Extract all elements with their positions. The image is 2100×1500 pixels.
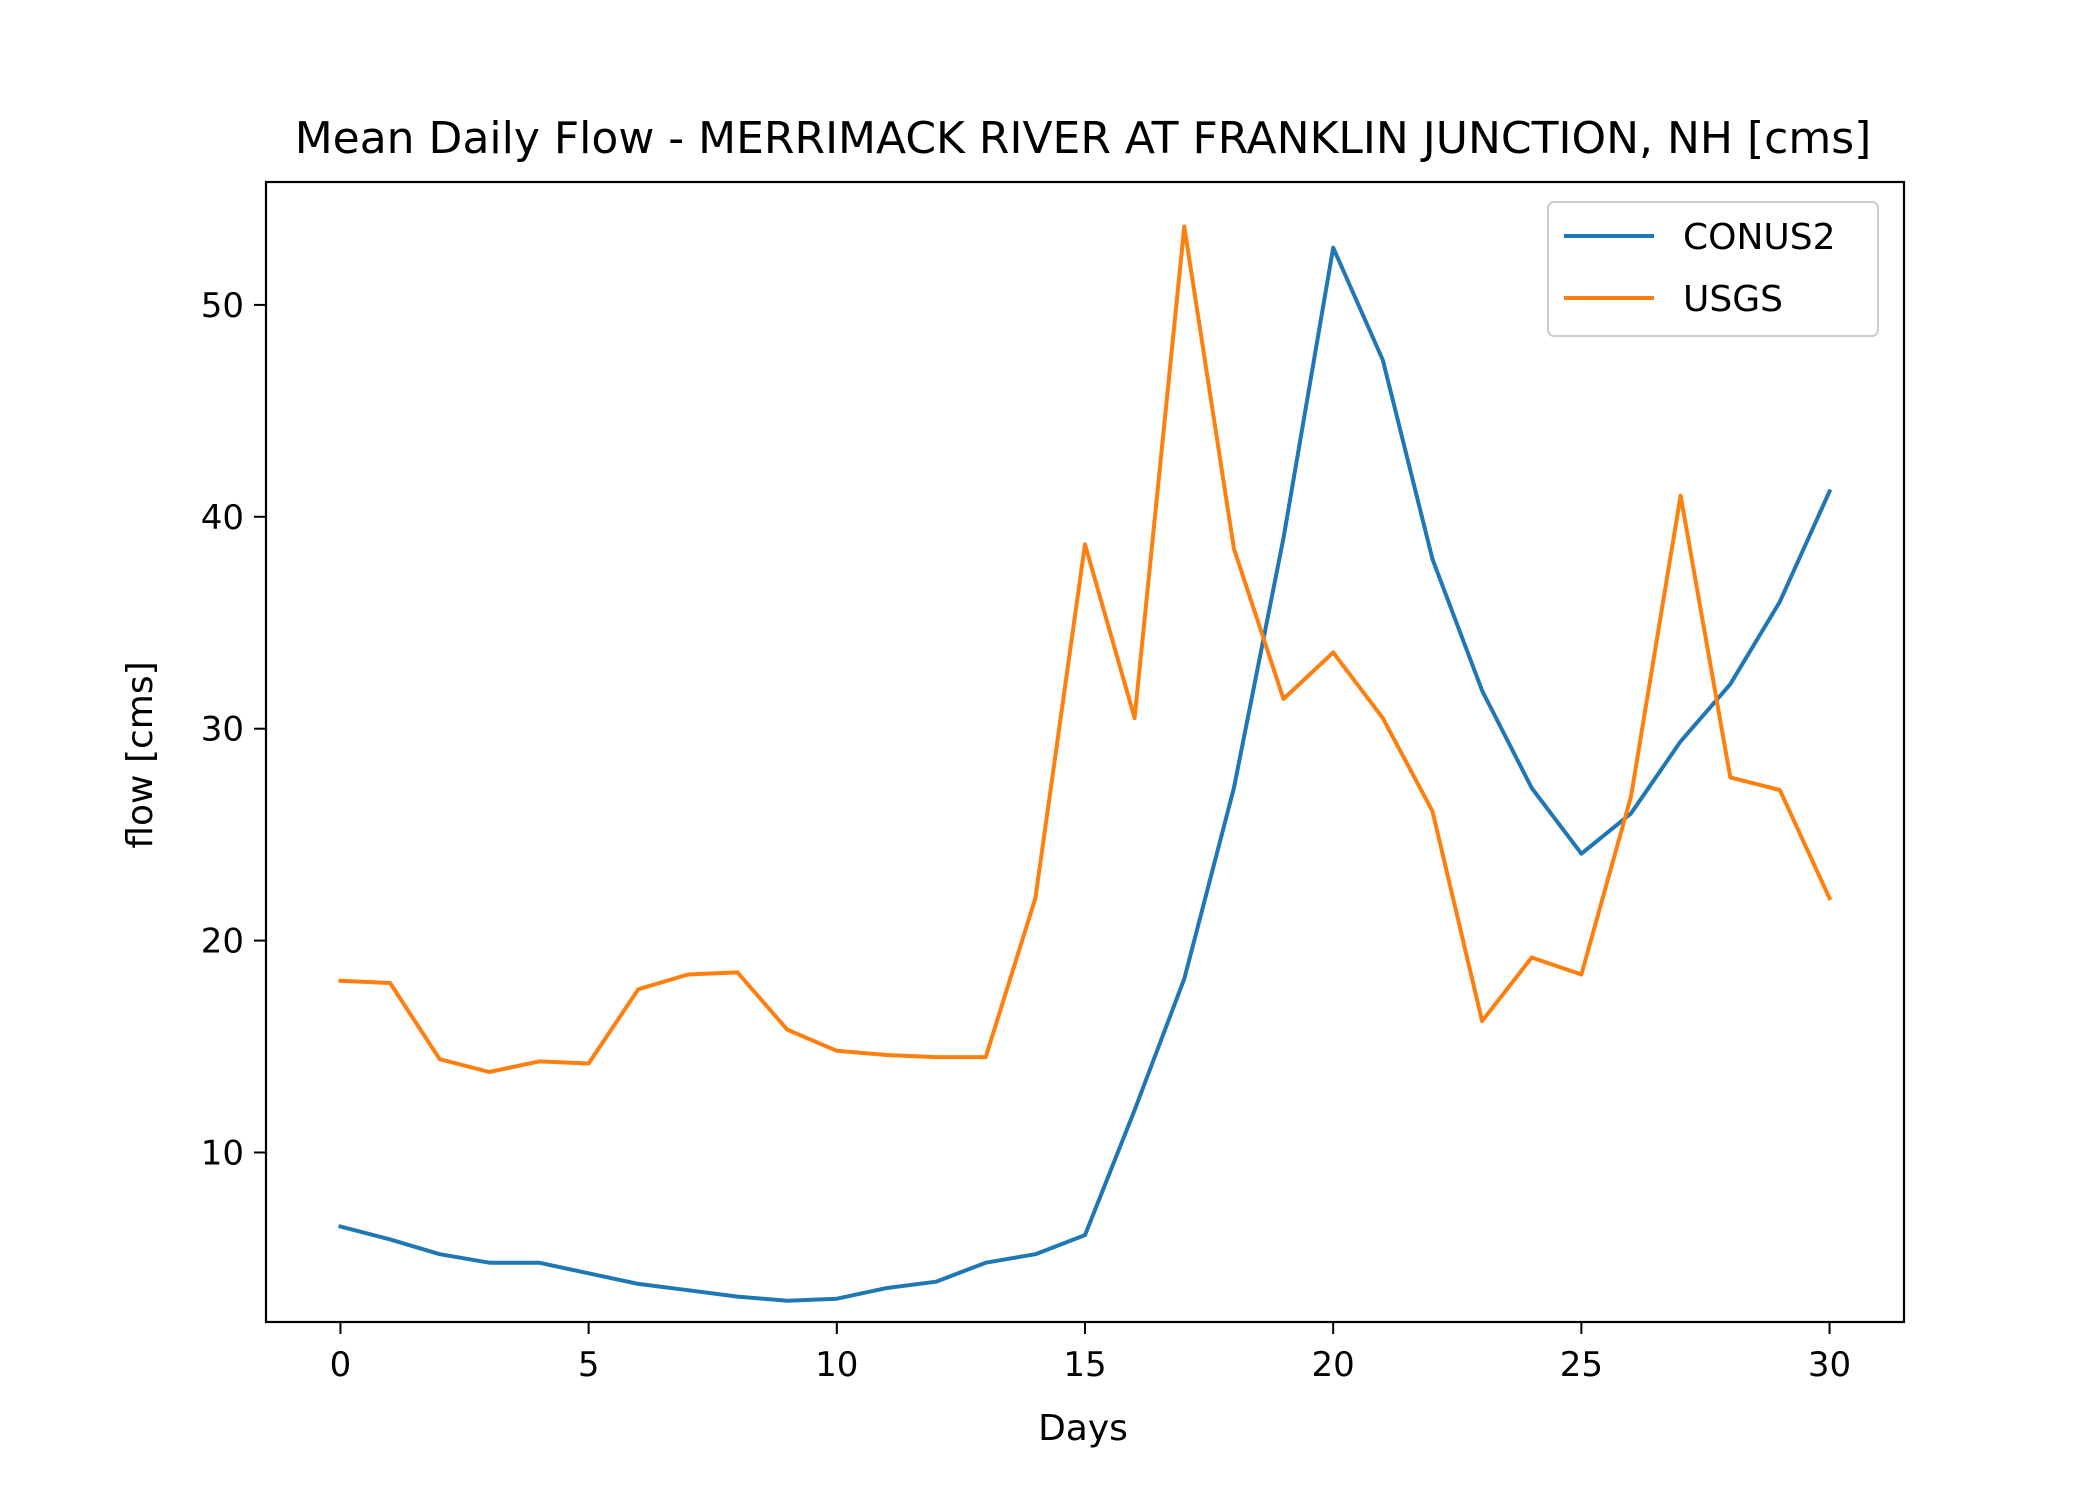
y-tick-label: 10 bbox=[201, 1133, 244, 1173]
legend-label-conus2: CONUS2 bbox=[1683, 217, 1836, 258]
x-tick-label: 25 bbox=[1560, 1345, 1603, 1385]
y-tick-label: 20 bbox=[201, 922, 244, 962]
legend-label-usgs: USGS bbox=[1683, 279, 1783, 320]
series-line-usgs bbox=[338, 224, 1833, 1074]
x-tick-label: 15 bbox=[1063, 1345, 1106, 1385]
x-tick-label: 0 bbox=[330, 1345, 352, 1385]
x-tick-label: 5 bbox=[578, 1345, 600, 1385]
y-axis-label: flow [cms] bbox=[120, 661, 161, 848]
y-tick-label: 30 bbox=[201, 710, 244, 750]
chart-title: Mean Daily Flow - MERRIMACK RIVER AT FRA… bbox=[295, 113, 1872, 164]
x-tick-label: 30 bbox=[1808, 1345, 1851, 1385]
y-tick-label: 40 bbox=[201, 498, 244, 538]
x-axis-label: Days bbox=[1038, 1408, 1128, 1449]
y-tick-label: 50 bbox=[201, 286, 244, 326]
x-tick-label: 10 bbox=[815, 1345, 858, 1385]
series-line-conus2 bbox=[338, 245, 1833, 1303]
x-tick-label: 20 bbox=[1312, 1345, 1355, 1385]
